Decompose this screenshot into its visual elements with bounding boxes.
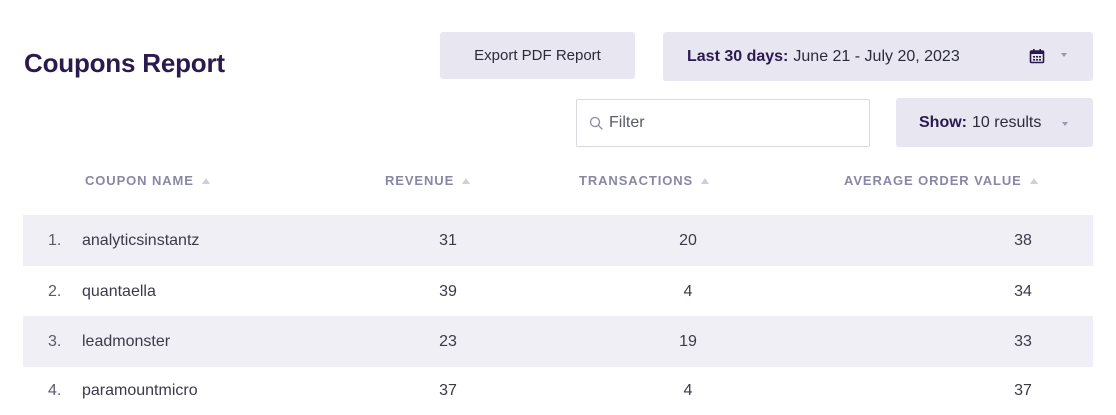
date-range-label: Last 30 days: xyxy=(687,47,789,65)
export-pdf-button[interactable]: Export PDF Report xyxy=(440,32,635,79)
transactions-value: 4 xyxy=(683,282,693,300)
calendar-icon xyxy=(1029,49,1045,64)
sort-asc-icon xyxy=(1029,177,1038,184)
table-row: 1. analyticsinstantz 31 20 38 xyxy=(23,215,1093,266)
page-title: Coupons Report xyxy=(24,48,225,78)
aov-value: 38 xyxy=(1014,231,1032,249)
transactions-value: 20 xyxy=(679,231,697,249)
transactions-value: 19 xyxy=(679,332,697,350)
chevron-down-icon xyxy=(1061,53,1067,57)
show-value: 10 results xyxy=(972,113,1042,131)
coupon-name: leadmonster xyxy=(82,332,171,350)
coupon-name: analyticsinstantz xyxy=(82,231,200,249)
aov-value: 37 xyxy=(1014,381,1032,399)
filter-input[interactable] xyxy=(609,114,859,132)
table-row: 2. quantaella 39 4 34 xyxy=(23,266,1093,317)
row-index: 3. xyxy=(48,332,62,350)
date-range-value: June 21 - July 20, 2023 xyxy=(793,47,960,65)
aov-value: 33 xyxy=(1014,332,1032,350)
column-header-label: COUPON NAME xyxy=(85,173,194,188)
table-row: 3. leadmonster 23 19 33 xyxy=(23,316,1093,367)
row-index: 2. xyxy=(48,282,62,300)
column-header-label: AVERAGE ORDER VALUE xyxy=(844,173,1022,188)
show-label: Show: xyxy=(919,113,967,131)
transactions-value: 4 xyxy=(683,381,693,399)
column-header-average-order-value[interactable]: AVERAGE ORDER VALUE xyxy=(844,173,1038,188)
table-row: 4. paramountmicro 37 4 37 xyxy=(23,365,1093,415)
aov-value: 34 xyxy=(1014,282,1032,300)
revenue-value: 37 xyxy=(439,381,457,399)
revenue-value: 31 xyxy=(439,231,457,249)
row-index: 4. xyxy=(48,381,62,399)
column-header-coupon-name[interactable]: COUPON NAME xyxy=(85,173,210,188)
row-index: 1. xyxy=(48,231,62,249)
coupon-name: quantaella xyxy=(82,282,156,300)
column-header-label: TRANSACTIONS xyxy=(579,173,694,188)
chevron-down-icon xyxy=(1062,122,1068,126)
column-header-label: REVENUE xyxy=(385,173,455,188)
sort-asc-icon xyxy=(201,177,210,184)
show-results-select[interactable]: Show: 10 results xyxy=(896,98,1093,147)
column-header-revenue[interactable]: REVENUE xyxy=(385,173,471,188)
revenue-value: 39 xyxy=(439,282,457,300)
date-range-picker[interactable]: Last 30 days: June 21 - July 20, 2023 xyxy=(663,32,1093,81)
column-header-transactions[interactable]: TRANSACTIONS xyxy=(579,173,710,188)
sort-asc-icon xyxy=(701,177,710,184)
coupon-name: paramountmicro xyxy=(82,381,198,399)
revenue-value: 23 xyxy=(439,332,457,350)
filter-field[interactable] xyxy=(576,99,870,147)
sort-asc-icon xyxy=(462,177,471,184)
search-icon xyxy=(589,116,603,130)
